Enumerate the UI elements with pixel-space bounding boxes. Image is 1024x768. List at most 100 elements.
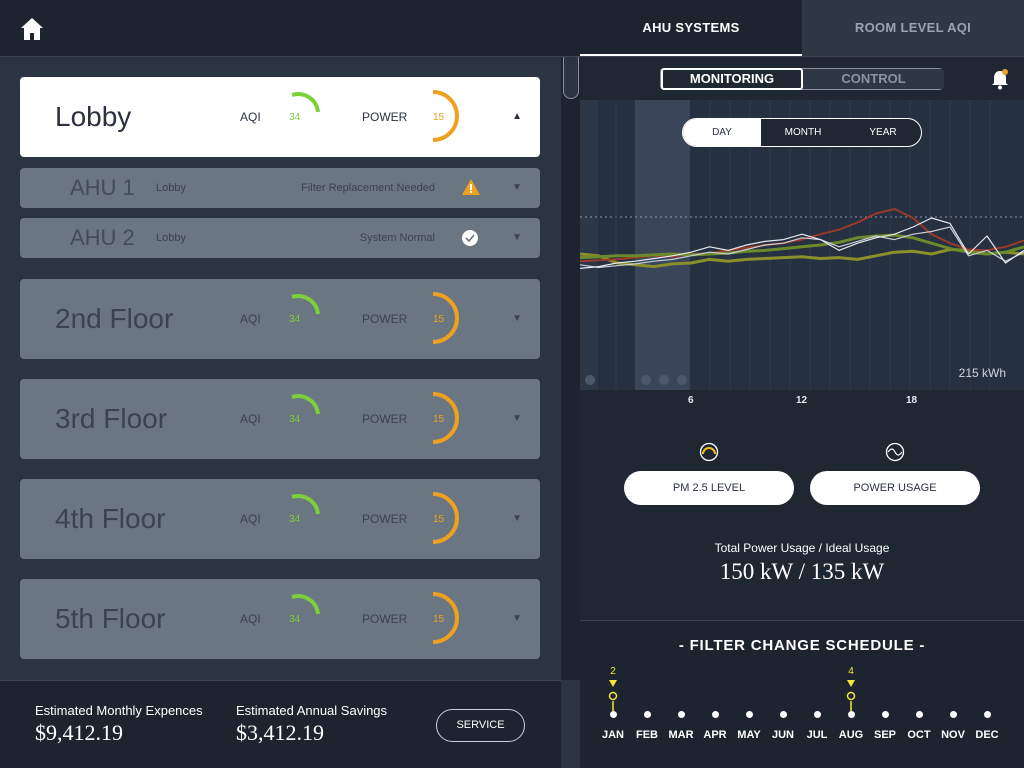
- control-tab[interactable]: CONTROL: [803, 69, 944, 89]
- power-value: 15: [433, 614, 445, 625]
- month-label: AUG: [838, 729, 864, 741]
- scrollbar-thumb[interactable]: [563, 57, 579, 99]
- month-label: JUN: [771, 729, 794, 741]
- power-label: POWER: [362, 412, 408, 426]
- month-label: SEP: [873, 729, 896, 741]
- month-dot[interactable]: [677, 711, 685, 718]
- month-dot[interactable]: [813, 711, 821, 718]
- scrollbar[interactable]: [561, 57, 580, 680]
- filter-change-marker[interactable]: 4: [841, 666, 861, 716]
- bell-icon[interactable]: [990, 68, 1010, 90]
- power-label: POWER: [362, 110, 408, 124]
- range-selector: DAY MONTH YEAR: [682, 118, 922, 147]
- aqi-value: 34: [289, 314, 301, 325]
- series-line-5: [580, 217, 1024, 269]
- month-dot[interactable]: [779, 711, 787, 718]
- power-label: POWER: [362, 512, 408, 526]
- aqi-label: AQI: [240, 412, 261, 426]
- x-tick: 12: [796, 395, 808, 406]
- range-year[interactable]: YEAR: [869, 127, 897, 138]
- ahu-location: Lobby: [156, 232, 186, 244]
- expand-icon[interactable]: ▼: [512, 182, 522, 193]
- pm25-level-button[interactable]: PM 2.5 LEVEL: [624, 471, 794, 505]
- month-dot[interactable]: [609, 711, 617, 718]
- mode-toggle: CONTROL MONITORING: [660, 68, 944, 90]
- month-label: MAY: [737, 729, 761, 741]
- ahu-location: Lobby: [156, 182, 186, 194]
- aqi-label: AQI: [240, 110, 261, 124]
- range-month[interactable]: MONTH: [784, 127, 822, 138]
- service-button[interactable]: SERVICE: [436, 709, 525, 742]
- monthly-label: Estimated Monthly Expences: [35, 703, 203, 718]
- expand-icon[interactable]: ▼: [512, 413, 522, 424]
- ahu-row[interactable]: AHU 2 Lobby System Normal ▼: [20, 218, 540, 258]
- month-dot[interactable]: [643, 711, 651, 718]
- schedule-title: - FILTER CHANGE SCHEDULE -: [678, 637, 926, 654]
- ahu-row[interactable]: AHU 1 Lobby Filter Replacement Needed ▼: [20, 168, 540, 208]
- power-usage-button[interactable]: POWER USAGE: [810, 471, 980, 505]
- chart-canvas: [580, 100, 1024, 390]
- tab-ahu-systems[interactable]: AHU SYSTEMS: [580, 0, 802, 56]
- aqi-label: AQI: [240, 312, 261, 326]
- room-name: 2nd Floor: [55, 303, 174, 334]
- marker-count: 2: [610, 666, 616, 677]
- expand-icon[interactable]: ▼: [512, 313, 522, 324]
- power-value: 15: [433, 314, 445, 325]
- room-name: 5th Floor: [55, 603, 166, 634]
- aqi-gauge: [291, 92, 320, 113]
- room-card-lobby[interactable]: Lobby AQI 34 POWER 15 ▲: [20, 77, 540, 157]
- month-label: NOV: [941, 729, 965, 741]
- power-gauge: [432, 592, 459, 644]
- month-dot[interactable]: [915, 711, 923, 718]
- room-card-5th-floor[interactable]: 5th Floor AQI 34 POWER 15 ▼: [20, 579, 540, 659]
- room-card-2nd-floor[interactable]: 2nd Floor AQI 34 POWER 15 ▼: [20, 279, 540, 359]
- ahu-name: AHU 2: [70, 225, 135, 250]
- annual-label: Estimated Annual Savings: [236, 703, 388, 718]
- expand-icon[interactable]: ▼: [512, 613, 522, 624]
- month-dot[interactable]: [847, 711, 855, 718]
- filter-change-marker[interactable]: 2: [603, 666, 623, 716]
- room-card-4th-floor[interactable]: 4th Floor AQI 34 POWER 15 ▼: [20, 479, 540, 559]
- x-tick: 18: [906, 395, 918, 406]
- marker-count: 4: [848, 666, 854, 677]
- aqi-label: AQI: [240, 612, 261, 626]
- month-dot[interactable]: [983, 711, 991, 718]
- month-dot[interactable]: [949, 711, 957, 718]
- power-label: POWER: [362, 312, 408, 326]
- marker-pin-icon: [608, 680, 618, 711]
- monitoring-tab[interactable]: MONITORING: [661, 68, 803, 90]
- total-power-value: 150 kW / 135 kW: [719, 559, 885, 584]
- month-dot[interactable]: [711, 711, 719, 718]
- check-icon: [462, 230, 478, 246]
- range-day[interactable]: DAY: [683, 119, 761, 146]
- month-label: DEC: [975, 729, 999, 741]
- room-card-3rd-floor[interactable]: 3rd Floor AQI 34 POWER 15 ▼: [20, 379, 540, 459]
- aqi-gauge: [291, 494, 320, 515]
- monthly-value: $9,412.19: [35, 720, 123, 745]
- month-label: MAR: [668, 729, 694, 741]
- room-list: Lobby AQI 34 POWER 15 ▲ AHU 1 Lobby Filt…: [0, 57, 561, 680]
- expand-icon[interactable]: ▼: [512, 232, 522, 243]
- kwh-readout: 215 kWh: [958, 366, 1006, 380]
- room-name: 3rd Floor: [55, 403, 168, 434]
- power-gauge: [432, 90, 459, 142]
- expand-icon[interactable]: ▼: [512, 513, 522, 524]
- power-gauge: [432, 292, 459, 344]
- month-dot[interactable]: [745, 711, 753, 718]
- aqi-gauge: [291, 594, 320, 615]
- pm-gauge-icon: [699, 442, 719, 462]
- power-value: 15: [433, 112, 445, 123]
- marker-pin-icon: [846, 680, 856, 711]
- top-bar: AHU SYSTEMS ROOM LEVEL AQI: [0, 0, 1024, 57]
- power-value: 15: [433, 414, 445, 425]
- month-dot[interactable]: [881, 711, 889, 718]
- tab-room-level-aqi[interactable]: ROOM LEVEL AQI: [802, 0, 1024, 56]
- home-icon[interactable]: [18, 15, 46, 43]
- month-label: APR: [703, 729, 727, 741]
- aqi-value: 34: [289, 112, 301, 123]
- cost-footer: Estimated Monthly Expences $9,412.19 Est…: [0, 680, 561, 768]
- ahu-detail-panel: CONTROL MONITORING: [580, 57, 1024, 768]
- month-label: OCT: [907, 729, 931, 741]
- collapse-icon[interactable]: ▲: [512, 111, 522, 122]
